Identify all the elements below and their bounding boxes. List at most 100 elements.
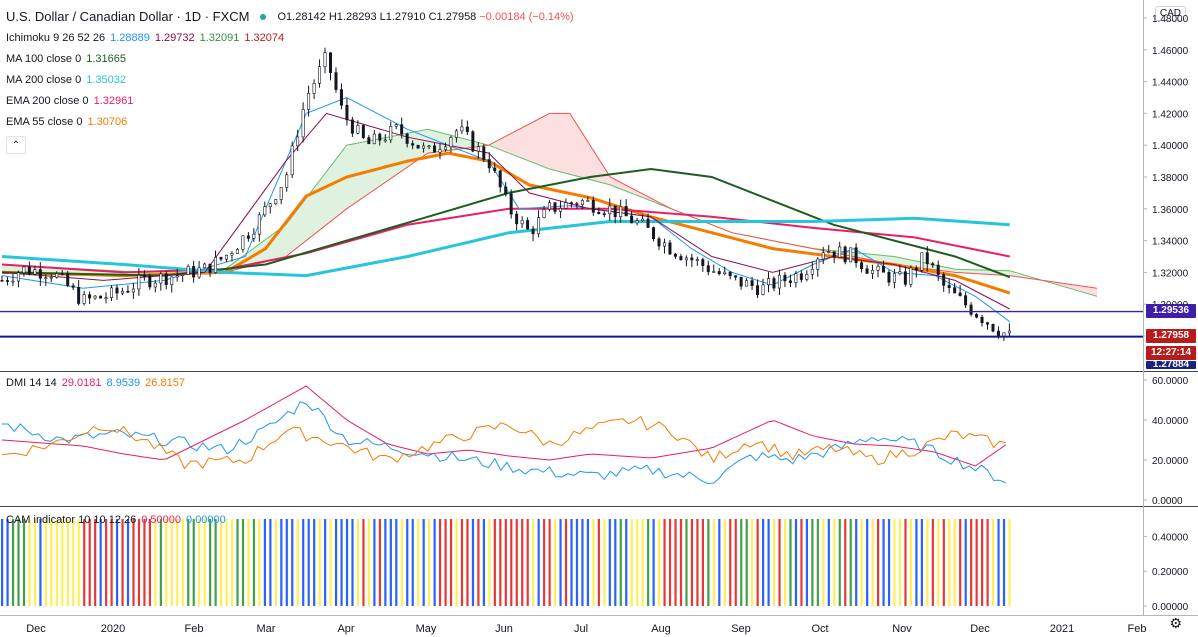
- candle-body: [810, 269, 814, 275]
- indicator-name[interactable]: EMA 55 close 0: [6, 115, 83, 128]
- candle-body: [931, 263, 935, 266]
- cam-bar: [986, 519, 989, 606]
- ma200-line: [1, 216, 1010, 278]
- cam-bar: [1008, 519, 1011, 606]
- cloud-segment: [391, 134, 400, 179]
- cam-bar: [187, 519, 190, 606]
- cloud-segment: [537, 115, 546, 168]
- indicator-name[interactable]: Ichimoku 9 26 52 26: [6, 31, 106, 44]
- candle-body: [246, 235, 250, 239]
- cam-bar: [121, 519, 124, 606]
- y-tick-label: 0.00000: [1152, 602, 1189, 613]
- gear-icon[interactable]: ⚙: [1169, 615, 1182, 631]
- cam-bar: [192, 519, 195, 606]
- candle-body: [318, 66, 322, 84]
- candle-body: [454, 130, 458, 138]
- cam-bar: [866, 519, 869, 606]
- cam-bar: [915, 519, 918, 606]
- cam-bar: [740, 519, 743, 606]
- indicator-name[interactable]: MA 200 close 0: [6, 73, 82, 86]
- candle-body: [197, 267, 201, 278]
- candle-body: [88, 294, 92, 299]
- candle-body: [766, 278, 770, 286]
- cam-bar: [384, 519, 387, 606]
- y-tick-label: 1.44000: [1152, 78, 1189, 89]
- cam-bar: [789, 519, 792, 606]
- candle-body: [777, 274, 781, 289]
- minus_di-line: [1, 415, 1006, 470]
- symbol-title[interactable]: U.S. Dollar / Canadian Dollar · 1D · FXC…: [6, 9, 250, 24]
- cam-bar: [203, 519, 206, 606]
- cloud-segment: [513, 128, 522, 158]
- cloud-segment: [902, 258, 911, 267]
- indicator-name[interactable]: EMA 200 close 0: [6, 94, 89, 107]
- indicator-row[interactable]: MA 100 close 0 1.31665: [6, 48, 574, 69]
- cam-name[interactable]: CAM indicator 10 10 12 26: [6, 514, 137, 526]
- indicator-row[interactable]: EMA 200 close 0 1.32961: [6, 90, 574, 111]
- cam-value-2: 0.00000: [186, 514, 226, 526]
- cam-bar: [970, 519, 973, 606]
- close-badge: 1.27958: [1146, 329, 1196, 343]
- indicator-name[interactable]: MA 100 close 0: [6, 52, 82, 65]
- cam-legend: CAM indicator 10 10 12 26 0.50000 0.0000…: [6, 514, 226, 526]
- cam-bar: [652, 519, 655, 606]
- candle-body: [433, 145, 437, 153]
- cloud-segment: [310, 182, 319, 238]
- candle-body: [307, 93, 311, 110]
- cloud-segment: [975, 269, 984, 275]
- y-tick-label: 1.36000: [1152, 205, 1189, 216]
- candle-body: [328, 52, 332, 73]
- dmi-name[interactable]: DMI 14 14: [6, 377, 57, 389]
- indicator-row[interactable]: EMA 55 close 0 1.30706: [6, 111, 574, 132]
- cloud-segment: [294, 203, 303, 251]
- symbol-row[interactable]: U.S. Dollar / Canadian Dollar · 1D · FXC…: [6, 6, 574, 27]
- x-tick-label: Apr: [337, 623, 354, 635]
- candle-body: [871, 269, 875, 274]
- candle-body: [33, 269, 37, 275]
- candle-body: [38, 269, 42, 279]
- cam-bar: [822, 519, 825, 606]
- cloud-segment: [302, 192, 311, 244]
- candle-body: [876, 266, 880, 271]
- cam-bar: [920, 519, 923, 606]
- cam-bar: [11, 519, 15, 606]
- cloud-segment: [569, 113, 578, 177]
- candle-body: [285, 174, 289, 188]
- cam-bar: [148, 519, 152, 606]
- cam-bar: [751, 519, 754, 606]
- candle-body: [323, 52, 327, 67]
- candle-body: [493, 167, 497, 172]
- candle-body: [717, 271, 721, 275]
- x-tick-label: May: [416, 623, 437, 635]
- cloud-segment: [594, 151, 603, 183]
- candle-body: [909, 267, 913, 285]
- cam-bar: [696, 519, 699, 606]
- indicator-row[interactable]: MA 200 close 0 1.35032: [6, 69, 574, 90]
- candle-body: [181, 274, 185, 276]
- cam-bar: [904, 519, 907, 606]
- candle-body: [0, 280, 4, 282]
- x-tick-label: Feb: [1128, 623, 1147, 635]
- candle-body: [131, 288, 135, 293]
- y-tick-label: 40.0000: [1152, 416, 1189, 427]
- candle-body: [120, 290, 124, 294]
- cam-bar: [334, 519, 338, 606]
- candle-body: [192, 266, 196, 278]
- cam-bar: [860, 519, 863, 606]
- candle-body: [224, 254, 228, 260]
- cam-bar: [800, 519, 803, 606]
- candle-body: [257, 214, 261, 235]
- x-tick-label: Dec: [26, 623, 46, 635]
- cam-bar: [663, 519, 666, 606]
- candle-body: [422, 145, 426, 149]
- chevron-up-icon[interactable]: ⌃: [6, 136, 26, 154]
- indicator-row[interactable]: Ichimoku 9 26 52 26 1.28889 1.29732 1.32091…: [6, 27, 574, 48]
- currency-button[interactable]: CAD: [1154, 6, 1186, 21]
- cloud-segment: [269, 230, 278, 261]
- cam-bar: [198, 519, 201, 606]
- cam-bar: [937, 519, 940, 606]
- candle-body: [630, 215, 634, 224]
- cam-bar: [460, 519, 464, 606]
